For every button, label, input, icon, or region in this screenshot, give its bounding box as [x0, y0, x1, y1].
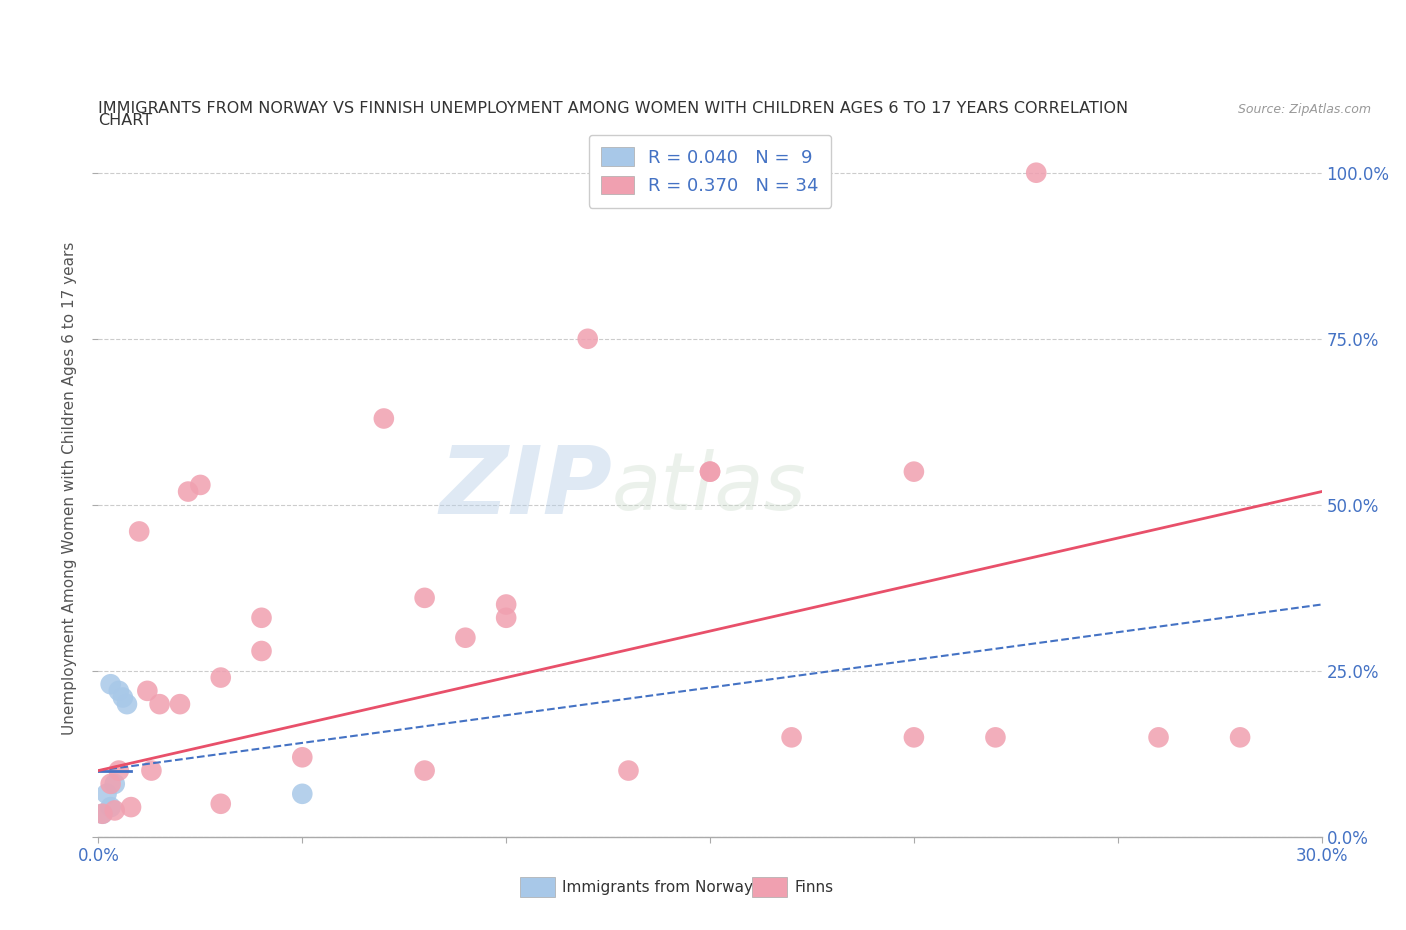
- Point: [617, 764, 640, 778]
- Point: [1025, 166, 1047, 180]
- Y-axis label: Unemployment Among Women with Children Ages 6 to 17 years: Unemployment Among Women with Children A…: [62, 242, 77, 735]
- Point: [454, 631, 477, 645]
- Point: [91, 806, 114, 821]
- Legend: R = 0.040   N =  9, R = 0.370   N = 34: R = 0.040 N = 9, R = 0.370 N = 34: [589, 135, 831, 207]
- Point: [209, 796, 232, 811]
- Point: [111, 690, 134, 705]
- Point: [250, 644, 273, 658]
- Point: [903, 464, 925, 479]
- Text: IMMIGRANTS FROM NORWAY VS FINNISH UNEMPLOYMENT AMONG WOMEN WITH CHILDREN AGES 6 : IMMIGRANTS FROM NORWAY VS FINNISH UNEMPL…: [98, 101, 1129, 116]
- Point: [136, 684, 159, 698]
- Text: atlas: atlas: [612, 449, 807, 527]
- Point: [495, 610, 517, 625]
- Point: [780, 730, 803, 745]
- Point: [576, 331, 599, 346]
- Point: [699, 464, 721, 479]
- Point: [250, 610, 273, 625]
- Point: [413, 764, 436, 778]
- Point: [903, 730, 925, 745]
- Point: [209, 671, 232, 685]
- Point: [141, 764, 163, 778]
- Point: [1147, 730, 1170, 745]
- Point: [177, 485, 200, 499]
- Point: [128, 524, 150, 538]
- Point: [149, 697, 172, 711]
- Point: [291, 787, 314, 802]
- Point: [291, 750, 314, 764]
- Point: [984, 730, 1007, 745]
- Point: [120, 800, 142, 815]
- Point: [373, 411, 395, 426]
- Text: CHART: CHART: [98, 113, 152, 128]
- Point: [100, 777, 122, 791]
- Point: [100, 677, 122, 692]
- Text: Source: ZipAtlas.com: Source: ZipAtlas.com: [1237, 103, 1371, 116]
- Text: Immigrants from Norway: Immigrants from Norway: [562, 880, 754, 895]
- Text: Finns: Finns: [794, 880, 834, 895]
- Point: [96, 787, 118, 802]
- Point: [413, 591, 436, 605]
- Point: [115, 697, 138, 711]
- Point: [1229, 730, 1251, 745]
- Point: [188, 477, 212, 492]
- Point: [108, 764, 131, 778]
- Text: ZIP: ZIP: [439, 443, 612, 534]
- Point: [108, 684, 131, 698]
- Point: [100, 800, 122, 815]
- Point: [495, 597, 517, 612]
- Point: [104, 777, 127, 791]
- Point: [104, 803, 127, 817]
- Point: [699, 464, 721, 479]
- Point: [91, 806, 114, 821]
- Point: [169, 697, 191, 711]
